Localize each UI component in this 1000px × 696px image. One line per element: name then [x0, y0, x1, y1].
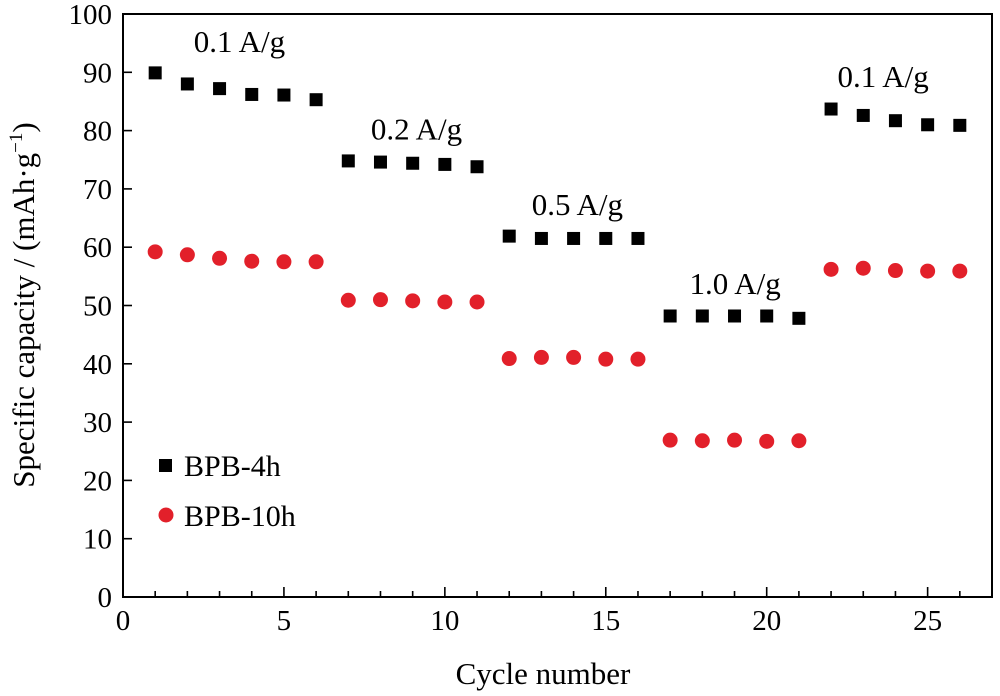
data-point-bpb-10h [952, 263, 968, 279]
current-density-label: 0.1 A/g [838, 59, 929, 94]
data-point-bpb-4h [148, 66, 162, 80]
legend-marker-bpb-4h [159, 459, 172, 472]
data-point-bpb-4h [792, 311, 806, 325]
data-point-bpb-10h [598, 351, 614, 367]
x-tick-label: 15 [591, 605, 620, 637]
data-point-bpb-10h [533, 349, 549, 365]
x-tick-label: 0 [116, 605, 131, 637]
legend: BPB-4h BPB-10h [158, 450, 296, 533]
data-point-bpb-4h [695, 309, 709, 323]
x-tick-label: 25 [913, 605, 942, 637]
series-bpb-4h [148, 66, 967, 325]
data-point-bpb-10h [823, 261, 839, 277]
data-point-bpb-4h [921, 118, 935, 132]
data-point-bpb-10h [469, 294, 485, 310]
data-point-bpb-10h [212, 250, 228, 266]
data-point-bpb-4h [180, 77, 194, 91]
data-point-bpb-10h [566, 349, 582, 365]
data-point-bpb-10h [405, 293, 421, 309]
data-point-bpb-4h [824, 102, 838, 116]
data-point-bpb-10h [694, 433, 710, 449]
data-point-bpb-10h [727, 432, 743, 448]
data-point-bpb-10h [147, 244, 163, 260]
legend-label-bpb-4h: BPB-4h [184, 450, 281, 483]
data-point-bpb-10h [244, 253, 260, 269]
data-point-bpb-10h [855, 260, 871, 276]
data-point-bpb-10h [276, 254, 292, 270]
y-tick-label: 80 [83, 116, 112, 148]
data-point-bpb-4h [213, 82, 227, 96]
y-tick-label: 40 [83, 349, 112, 381]
data-series [147, 66, 968, 449]
y-tick-label: 100 [69, 0, 113, 31]
data-point-bpb-10h [759, 433, 775, 449]
y-tick-label: 70 [83, 174, 112, 206]
y-tick-label: 50 [83, 291, 112, 323]
y-axis: 0 10 20 30 40 50 60 70 80 90 100 [69, 0, 132, 614]
y-axis-title-main: Specific capacity / (mAh·g [6, 153, 41, 488]
y-tick-label: 10 [83, 524, 112, 556]
data-point-bpb-4h [663, 309, 677, 323]
data-point-bpb-4h [438, 157, 452, 171]
data-point-bpb-4h [502, 229, 516, 243]
data-point-bpb-10h [887, 263, 903, 279]
data-point-bpb-4h [309, 93, 323, 107]
y-tick-label: 60 [83, 232, 112, 264]
data-point-bpb-4h [373, 155, 387, 169]
x-tick-label: 10 [430, 605, 459, 637]
data-point-bpb-4h [888, 114, 902, 128]
current-density-label: 0.5 A/g [532, 187, 623, 222]
data-point-bpb-4h [534, 231, 548, 245]
data-point-bpb-10h [791, 433, 807, 449]
data-point-bpb-10h [179, 247, 195, 263]
data-point-bpb-4h [728, 309, 742, 323]
data-point-bpb-10h [437, 294, 453, 310]
y-axis-title-superscript: −1 [6, 133, 27, 153]
data-point-bpb-10h [340, 292, 356, 308]
data-point-bpb-4h [245, 87, 259, 101]
data-point-bpb-4h [760, 309, 774, 323]
annotations: 0.1 A/g 0.2 A/g 0.5 A/g 1.0 A/g 0.1 A/g [194, 24, 929, 301]
current-density-label: 0.1 A/g [194, 24, 285, 59]
current-density-label: 1.0 A/g [689, 266, 780, 301]
y-tick-label: 90 [83, 57, 112, 89]
data-point-bpb-4h [277, 88, 291, 102]
data-point-bpb-10h [630, 351, 646, 367]
x-tick-label: 5 [277, 605, 292, 637]
y-axis-title-close: ) [6, 122, 41, 132]
data-point-bpb-10h [662, 432, 678, 448]
data-point-bpb-10h [372, 292, 388, 308]
legend-marker-bpb-10h [158, 507, 174, 523]
y-axis-title: Specific capacity / (mAh·g−1) [6, 122, 41, 487]
y-tick-label: 30 [83, 407, 112, 439]
data-point-bpb-4h [631, 231, 645, 245]
y-tick-label: 0 [98, 582, 113, 614]
data-point-bpb-4h [341, 154, 355, 168]
x-tick-label: 20 [752, 605, 781, 637]
data-point-bpb-4h [406, 156, 420, 170]
y-tick-label: 20 [83, 465, 112, 497]
data-point-bpb-4h [856, 108, 870, 122]
data-point-bpb-4h [599, 231, 613, 245]
data-point-bpb-10h [501, 351, 517, 367]
current-density-label: 0.2 A/g [371, 111, 462, 146]
series-bpb-10h [147, 244, 968, 449]
data-point-bpb-10h [920, 263, 936, 279]
data-point-bpb-4h [470, 160, 484, 174]
data-point-bpb-4h [567, 231, 581, 245]
data-point-bpb-10h [308, 254, 324, 270]
x-axis: 0 5 10 15 20 25 [116, 587, 993, 637]
legend-label-bpb-10h: BPB-10h [184, 500, 296, 533]
data-point-bpb-4h [953, 118, 967, 132]
x-axis-title: Cycle number [456, 656, 631, 691]
